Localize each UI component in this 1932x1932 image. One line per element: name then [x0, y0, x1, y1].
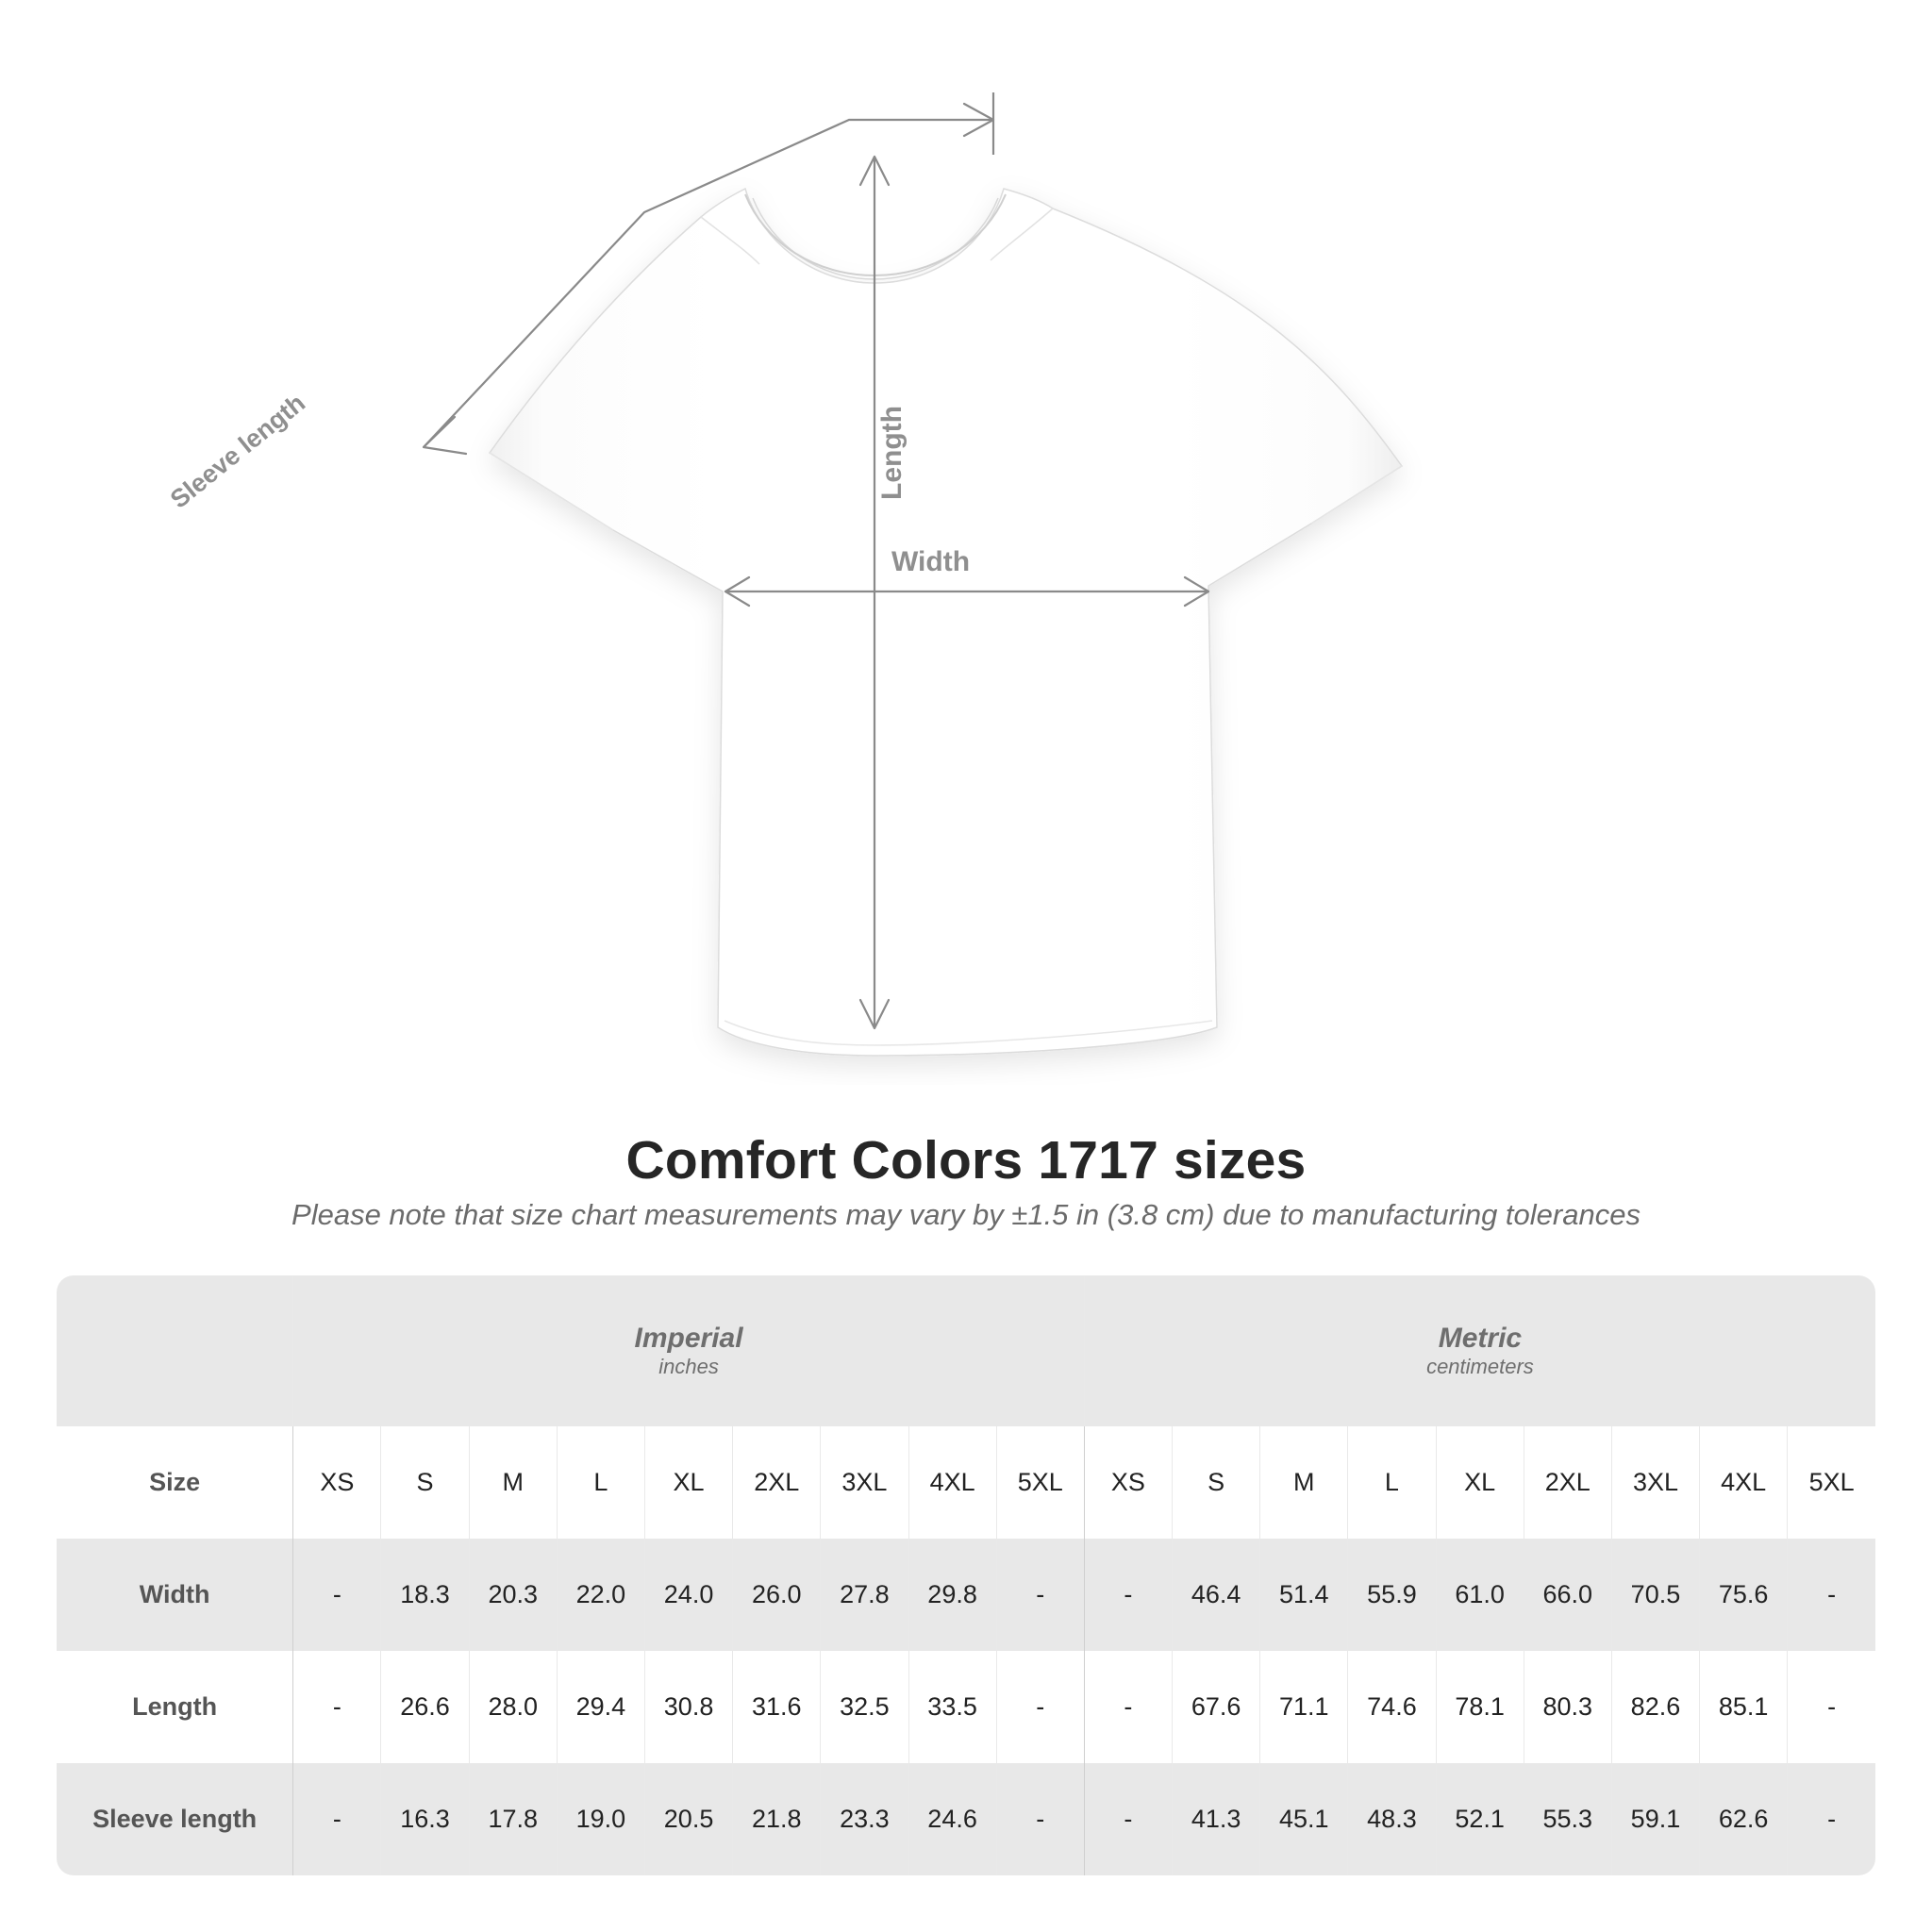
- svg-text:Sleeve length: Sleeve length: [165, 389, 310, 514]
- svg-text:Length: Length: [876, 406, 908, 500]
- svg-text:Width: Width: [891, 546, 970, 577]
